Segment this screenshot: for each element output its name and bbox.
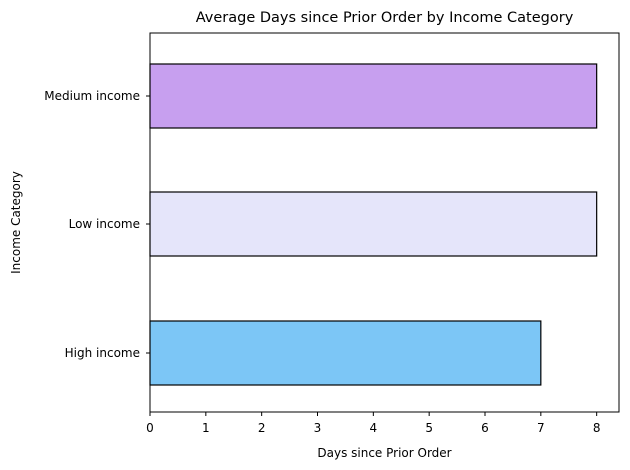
x-tick-label: 4	[370, 421, 378, 435]
x-tick-label: 1	[202, 421, 210, 435]
y-tick-label: High income	[65, 346, 140, 360]
bar-medium-income	[149, 63, 598, 129]
x-tick-label: 0	[146, 421, 154, 435]
x-tick-label: 5	[425, 421, 433, 435]
plot-area	[149, 32, 620, 413]
x-axis: 0 1 2 3 4 5 6 7 8	[146, 412, 600, 435]
y-tick-label: Low income	[69, 217, 140, 231]
plot-frame	[149, 32, 620, 413]
x-tick-label: 2	[258, 421, 266, 435]
x-axis-label: Days since Prior Order	[317, 446, 451, 460]
y-axis: High income Low income Medium income	[44, 89, 150, 360]
bar-high-income	[149, 320, 542, 386]
x-tick-label: 8	[593, 421, 601, 435]
y-tick-label: Medium income	[44, 89, 140, 103]
x-tick-label: 6	[481, 421, 489, 435]
x-tick-label: 7	[537, 421, 545, 435]
x-tick-label: 3	[314, 421, 322, 435]
bar-low-income	[149, 191, 598, 257]
y-axis-label: Income Category	[9, 171, 23, 274]
chart-title: Average Days since Prior Order by Income…	[196, 10, 574, 26]
bars	[149, 63, 598, 386]
